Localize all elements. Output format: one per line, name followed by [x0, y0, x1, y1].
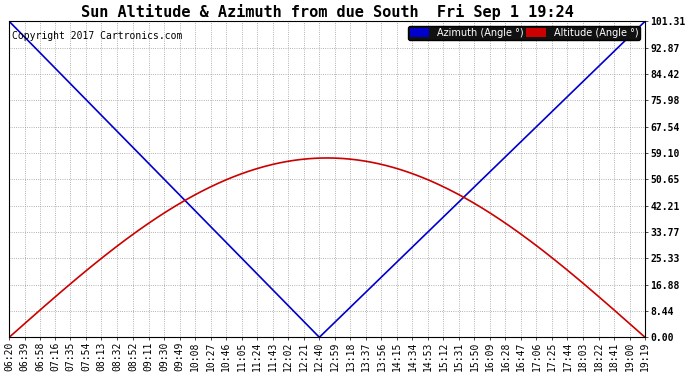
- Title: Sun Altitude & Azimuth from due South  Fri Sep 1 19:24: Sun Altitude & Azimuth from due South Fr…: [81, 4, 573, 20]
- Legend: Azimuth (Angle °), Altitude (Angle °): Azimuth (Angle °), Altitude (Angle °): [408, 26, 640, 40]
- Text: Copyright 2017 Cartronics.com: Copyright 2017 Cartronics.com: [12, 31, 183, 41]
